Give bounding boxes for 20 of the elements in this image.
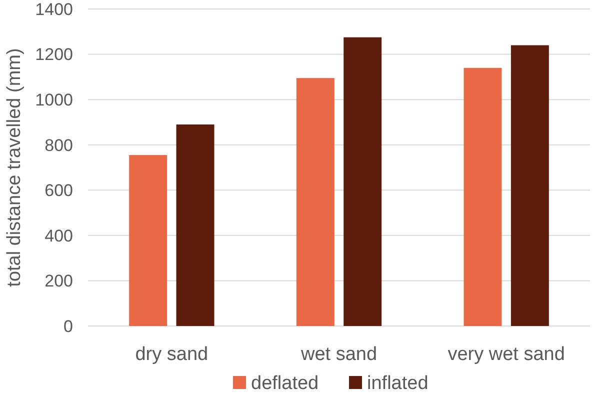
y-tick-label: 600 [44, 181, 73, 200]
bar [296, 78, 334, 326]
y-tick-label: 800 [44, 136, 73, 155]
bar [344, 37, 382, 326]
y-tick-label: 1000 [35, 90, 73, 110]
y-tick-label: 200 [44, 272, 73, 291]
legend-label: inflated [367, 373, 428, 394]
bar [129, 155, 168, 326]
x-tick-label: very wet sand [448, 344, 565, 365]
bar [510, 45, 549, 326]
y-tick-label: 0 [64, 316, 73, 336]
y-tick-label: 400 [44, 226, 73, 246]
y-tick-label: 1200 [35, 45, 73, 64]
x-tick-label: wet sand [300, 344, 378, 365]
y-tick-label: 1400 [35, 0, 73, 19]
bar [176, 124, 214, 326]
x-tick-label: dry sand [135, 344, 208, 365]
y-axis-title: total distance travelled (mm) [4, 48, 25, 287]
legend-label: deflated [251, 373, 319, 394]
bar [464, 68, 502, 326]
